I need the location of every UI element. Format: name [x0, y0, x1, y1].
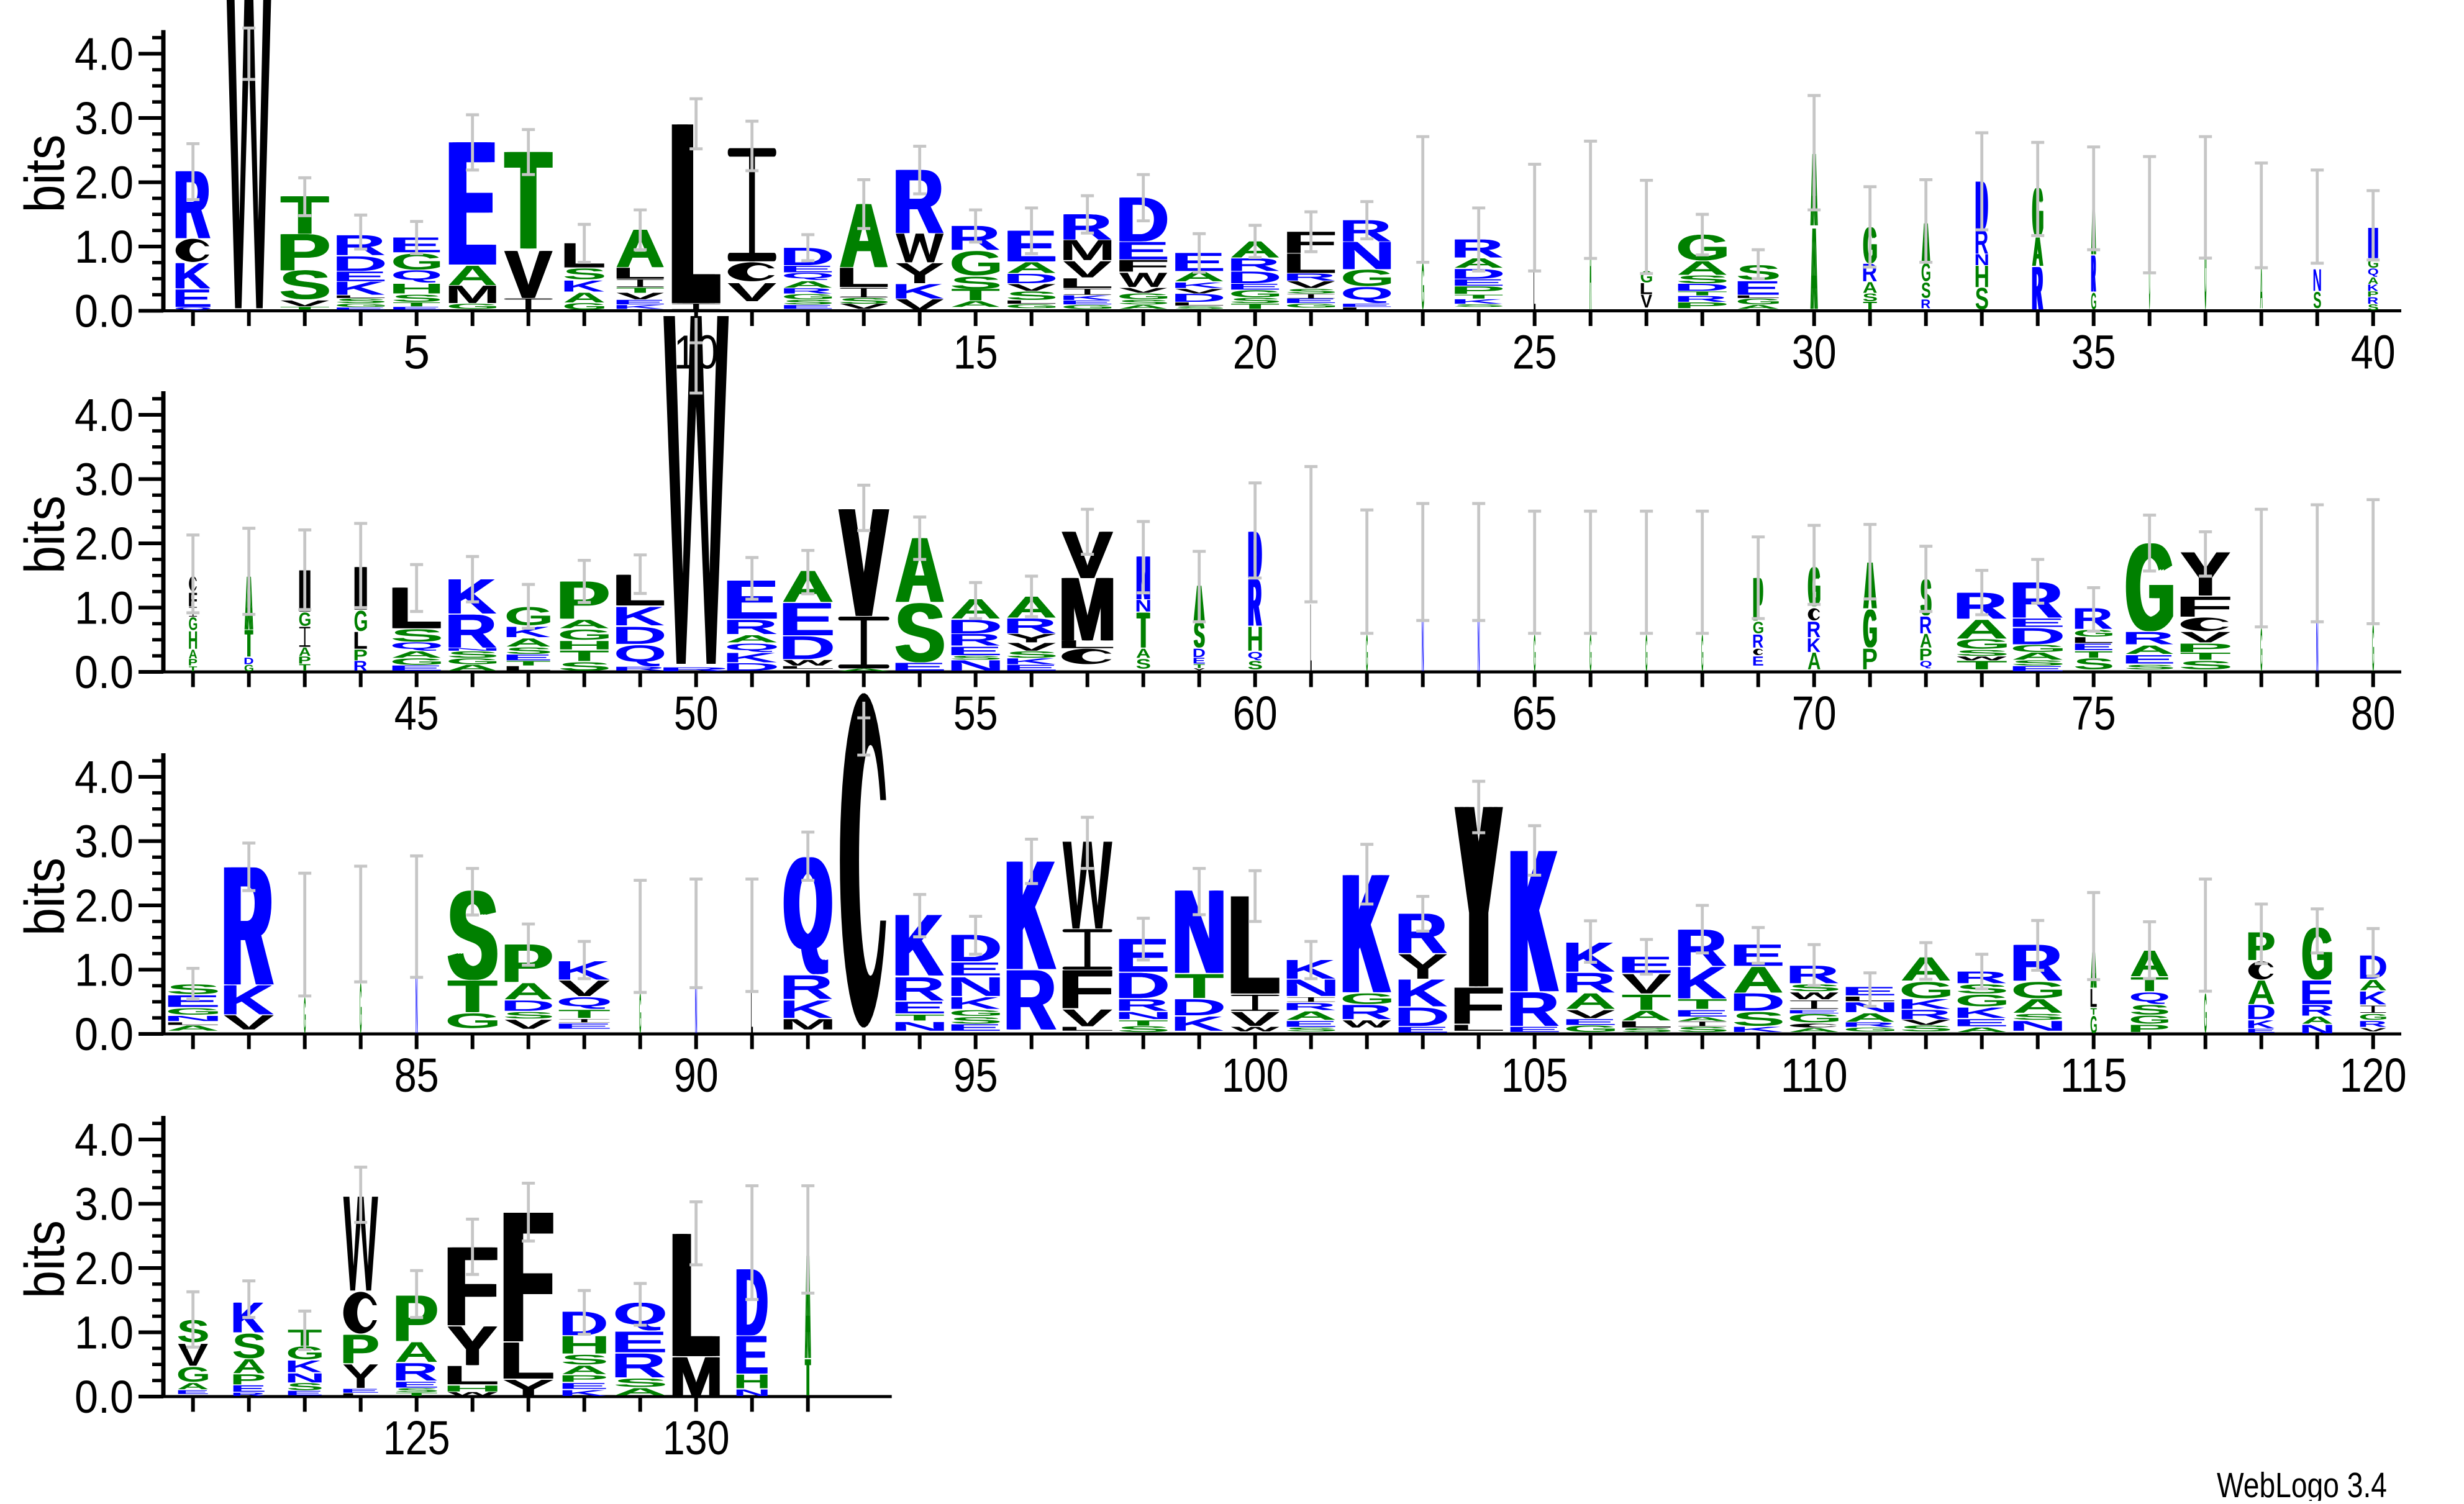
svg-text:50: 50: [674, 687, 719, 740]
svg-text:2.0: 2.0: [75, 880, 134, 931]
svg-text:2.0: 2.0: [75, 518, 134, 569]
svg-text:1.0: 1.0: [75, 1307, 134, 1359]
svg-text:95: 95: [953, 1049, 998, 1102]
svg-text:0.0: 0.0: [75, 646, 134, 698]
svg-text:65: 65: [1512, 687, 1557, 740]
svg-text:15: 15: [953, 326, 998, 379]
svg-text:115: 115: [2060, 1049, 2127, 1102]
svg-text:105: 105: [1501, 1049, 1568, 1102]
svg-text:30: 30: [1792, 326, 1837, 379]
svg-text:130: 130: [663, 1411, 730, 1465]
svg-text:35: 35: [2071, 326, 2116, 379]
svg-text:40: 40: [2351, 326, 2396, 379]
svg-text:3.0: 3.0: [75, 816, 134, 868]
svg-text:100: 100: [1222, 1049, 1289, 1102]
svg-text:90: 90: [674, 1049, 719, 1102]
svg-text:5: 5: [403, 326, 430, 379]
svg-text:25: 25: [1512, 326, 1557, 379]
svg-text:bits: bits: [14, 858, 76, 936]
svg-text:60: 60: [1233, 687, 1278, 740]
svg-text:80: 80: [2351, 687, 2396, 740]
svg-text:3.0: 3.0: [75, 454, 134, 505]
svg-text:20: 20: [1233, 326, 1278, 379]
svg-text:1.0: 1.0: [75, 945, 134, 996]
svg-text:2.0: 2.0: [75, 1243, 134, 1294]
svg-text:1.0: 1.0: [75, 221, 134, 273]
svg-text:1.0: 1.0: [75, 582, 134, 634]
svg-text:2.0: 2.0: [75, 157, 134, 209]
svg-text:0.0: 0.0: [75, 1371, 134, 1423]
svg-text:bits: bits: [14, 496, 76, 574]
svg-text:4.0: 4.0: [75, 1114, 134, 1166]
svg-text:0.0: 0.0: [75, 286, 134, 337]
svg-text:WebLogo 3.4: WebLogo 3.4: [2217, 1465, 2387, 1501]
svg-text:3.0: 3.0: [75, 1179, 134, 1230]
svg-text:3.0: 3.0: [75, 93, 134, 144]
svg-text:45: 45: [394, 687, 439, 740]
svg-text:0.0: 0.0: [75, 1008, 134, 1060]
svg-text:bits: bits: [14, 135, 76, 213]
svg-text:110: 110: [1781, 1049, 1848, 1102]
svg-text:55: 55: [953, 687, 998, 740]
svg-text:85: 85: [394, 1049, 439, 1102]
svg-text:4.0: 4.0: [75, 389, 134, 441]
svg-text:4.0: 4.0: [75, 29, 134, 80]
svg-text:75: 75: [2071, 687, 2116, 740]
svg-text:120: 120: [2340, 1049, 2407, 1102]
svg-text:125: 125: [383, 1411, 450, 1465]
svg-text:bits: bits: [14, 1220, 76, 1298]
svg-text:4.0: 4.0: [75, 751, 134, 803]
svg-text:70: 70: [1792, 687, 1837, 740]
